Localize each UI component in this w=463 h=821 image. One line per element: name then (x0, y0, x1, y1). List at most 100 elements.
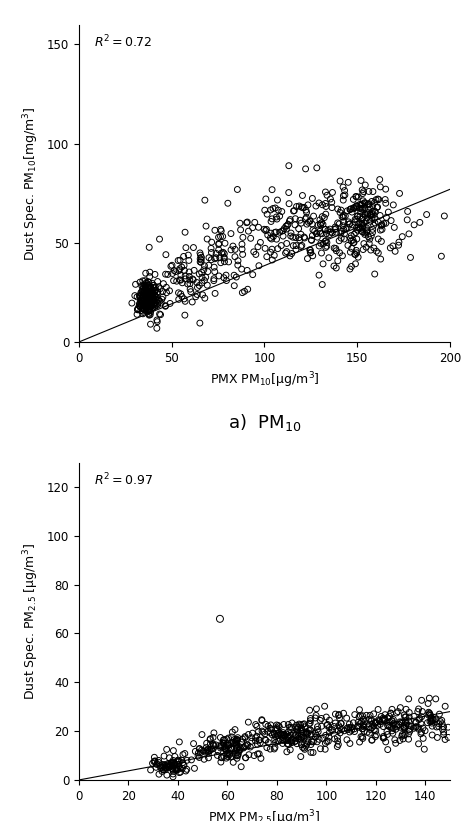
Point (238, 732, 246, 745)
Point (169, 744, 177, 757)
Point (153, 314, 160, 327)
Point (216, 251, 223, 264)
Point (393, 720, 400, 733)
Point (145, 304, 153, 317)
Point (295, 200, 302, 213)
Point (140, 302, 147, 315)
Point (175, 736, 183, 749)
Point (309, 746, 316, 759)
Point (285, 214, 293, 227)
Point (284, 186, 292, 200)
Point (352, 213, 360, 226)
Point (405, 706, 412, 719)
Point (363, 211, 370, 224)
Point (269, 202, 276, 215)
Point (139, 279, 146, 292)
Point (224, 736, 231, 750)
Point (145, 294, 153, 307)
Point (343, 723, 350, 736)
Point (279, 230, 286, 243)
Point (302, 726, 310, 739)
Point (156, 759, 164, 773)
Point (350, 201, 357, 214)
Point (156, 232, 163, 245)
Point (180, 250, 187, 263)
Point (355, 217, 362, 230)
Point (374, 246, 381, 259)
Point (155, 754, 162, 767)
Point (323, 236, 330, 250)
Point (444, 721, 451, 734)
Point (137, 294, 144, 307)
Point (192, 290, 199, 303)
Point (158, 285, 166, 298)
Point (176, 273, 184, 287)
Point (140, 300, 147, 313)
Point (376, 181, 383, 194)
Point (142, 300, 150, 314)
Point (149, 293, 156, 306)
Point (343, 204, 350, 218)
Point (357, 199, 364, 212)
Point (341, 209, 348, 222)
Point (200, 264, 207, 277)
Point (403, 213, 410, 227)
Point (422, 208, 429, 221)
Point (178, 762, 186, 775)
Point (352, 221, 359, 234)
Point (226, 750, 234, 764)
Point (233, 735, 240, 748)
Point (322, 240, 330, 253)
Point (338, 250, 345, 263)
Point (380, 713, 388, 726)
Point (379, 730, 386, 743)
Point (369, 218, 376, 232)
Point (322, 735, 330, 748)
Point (201, 745, 209, 759)
Point (268, 254, 275, 267)
Point (335, 246, 343, 259)
Point (414, 737, 421, 750)
Point (277, 239, 284, 252)
Point (411, 716, 418, 729)
Point (394, 718, 402, 731)
Point (340, 184, 348, 197)
Point (361, 196, 368, 209)
Point (358, 219, 366, 232)
Point (374, 713, 382, 727)
Point (220, 733, 228, 746)
Point (286, 743, 294, 756)
Point (257, 752, 264, 765)
Point (145, 276, 152, 289)
Point (241, 739, 249, 752)
Point (316, 713, 323, 727)
Point (218, 751, 225, 764)
Point (144, 282, 151, 296)
Point (314, 218, 321, 232)
Point (231, 250, 238, 264)
Point (170, 756, 177, 769)
Point (225, 747, 233, 760)
Point (289, 727, 297, 740)
Point (166, 758, 174, 771)
Point (151, 283, 159, 296)
Point (371, 193, 379, 206)
Point (266, 727, 274, 740)
Point (274, 735, 281, 748)
Point (366, 244, 374, 257)
Point (238, 231, 246, 244)
Point (162, 764, 169, 777)
Point (227, 750, 235, 763)
Point (306, 712, 313, 725)
Point (365, 200, 372, 213)
Point (232, 738, 240, 751)
Point (236, 741, 244, 754)
Point (406, 251, 413, 264)
Point (136, 290, 144, 303)
Point (222, 743, 229, 756)
Point (287, 229, 294, 242)
Point (346, 722, 353, 735)
Point (233, 741, 240, 754)
Point (431, 713, 438, 726)
Point (436, 715, 443, 728)
